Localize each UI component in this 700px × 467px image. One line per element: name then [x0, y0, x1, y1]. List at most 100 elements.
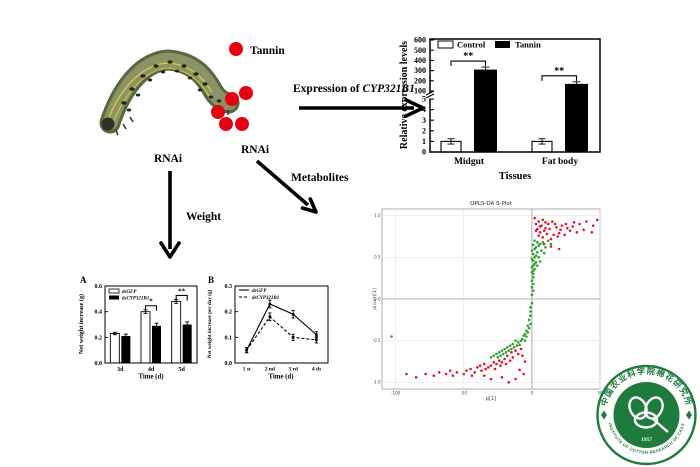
caterpillar-illustration: [99, 49, 240, 136]
scatter-point: [522, 334, 525, 337]
scatter-point: [530, 286, 534, 289]
scatter-point: [492, 361, 496, 364]
y-axis-label: Relative expression levels: [399, 41, 410, 149]
scatter-point: [527, 326, 531, 330]
scatter-point: [462, 372, 466, 376]
x-tick-label: 3 rd: [288, 367, 298, 373]
scatter-point: [548, 227, 551, 231]
x-tick-label: -100: [391, 391, 401, 396]
significance-stars: **: [178, 287, 186, 295]
caterpillar-spots: [121, 60, 222, 112]
axis-break-mark: [425, 90, 435, 96]
scatter-point: [549, 242, 553, 246]
scatter-point: [530, 293, 534, 297]
y-tick-label: 400: [414, 56, 426, 65]
arrow-head-down-icon: [159, 241, 181, 259]
significance-stars: **: [554, 66, 564, 77]
scatter-point: [516, 352, 520, 356]
scatter-point: [469, 367, 472, 371]
scatter-point: [557, 247, 561, 251]
scatter-point: [538, 260, 542, 263]
opls-da-s-plot: -100 -50 0 50 -1.0 -0.5 0.0 0.5 1.0 OPLS-DA S-Plo…: [372, 201, 603, 402]
scatter-point: [518, 343, 521, 347]
institute-logo: 中国农业科学院棉花研究所 INSTITUTE OF COTTON RESEARC…: [596, 364, 697, 466]
scatter-point: [542, 229, 546, 232]
scatter-point: [478, 364, 482, 367]
scatter-point: [541, 241, 545, 244]
scatter-point: [455, 371, 459, 374]
scatter-point: [512, 346, 516, 349]
x-tick-label: 1 st: [243, 367, 251, 373]
dsCYP321B1-bar: [152, 325, 161, 363]
y-axis-label: p(corr)[1]: [372, 288, 378, 310]
scatter-point: [514, 339, 517, 342]
scatter-point: [591, 224, 595, 227]
scatter-point: [448, 369, 452, 372]
scatter-point: [500, 349, 504, 352]
scatter-point: [551, 220, 554, 223]
y-tick-label: 600: [414, 36, 426, 45]
legend-label: dsCYP321B1: [252, 296, 279, 301]
x-axis-label: Tissues: [499, 171, 532, 182]
significance-bracket: [144, 305, 158, 311]
x-tick-label: 5d: [178, 367, 185, 373]
scatter-point: [553, 222, 557, 226]
scatter-point: [571, 225, 575, 228]
scatter-point: [444, 372, 448, 376]
scatter-point: [506, 354, 509, 357]
scatter-point: [390, 335, 393, 338]
panel-label: B: [208, 275, 214, 285]
net-weight-per-day-line-chart: B Net weight increase per day (g) 0.0 0.1 0.…: [206, 275, 329, 381]
legend-swatch: [108, 288, 120, 294]
scatter-point: [476, 366, 479, 369]
scatter-point: [514, 377, 517, 381]
scatter-point: [537, 256, 540, 259]
scatter-point: [555, 226, 558, 229]
scatter-point: [508, 344, 512, 347]
scatter-point: [500, 361, 504, 364]
scatter-point: [470, 374, 474, 377]
tannin-dot: [225, 92, 239, 106]
scatter-point: [519, 339, 523, 342]
x-axis-label: Time (d): [139, 374, 164, 381]
scatter-point: [507, 381, 511, 384]
scatter-point: [522, 372, 525, 376]
scatter-point: [527, 318, 531, 322]
rnai-weight-label: RNAi: [154, 153, 183, 165]
scatter-point: [546, 222, 550, 226]
significance-stars: *: [149, 298, 153, 306]
y-tick-label: 0.3: [225, 284, 233, 290]
plot-border: [234, 285, 329, 364]
significance-bracket: [175, 294, 188, 301]
metabolites-arrow: [255, 159, 318, 214]
y-tick-label: 1.0: [374, 213, 381, 218]
tannin-label: Tannin: [250, 45, 285, 57]
scatter-point: [499, 364, 502, 367]
axis-break-mark: [425, 93, 435, 99]
dsGFP-bar: [171, 300, 182, 364]
y-tick-label: 3: [422, 116, 426, 125]
scatter-point: [533, 216, 536, 220]
scatter-point: [495, 362, 498, 366]
scatter-point: [529, 306, 532, 309]
scatter-point: [531, 289, 535, 292]
scatter-point: [405, 372, 408, 376]
scatter-point: [497, 359, 501, 362]
scatter-point: [538, 231, 542, 234]
legend-label: dsGFP: [122, 290, 137, 295]
logo-cotton-monogram: [628, 396, 669, 433]
scatter-point: [541, 218, 545, 222]
scatter-point: [546, 239, 550, 242]
significance-bracket: [541, 75, 578, 81]
scatter-point: [499, 354, 502, 357]
scatter-point: [529, 314, 532, 317]
scatter-point: [531, 252, 535, 256]
legend-swatch: [109, 295, 119, 300]
scatter-point: [572, 221, 576, 224]
scatter-point: [537, 220, 540, 223]
scatter-point: [529, 322, 532, 326]
tannin-dot: [211, 105, 225, 119]
y-tick-label: 5: [422, 95, 426, 104]
y-axis-label: Net weight increase per day (g): [206, 289, 213, 358]
weight-label: Weight: [186, 211, 221, 223]
